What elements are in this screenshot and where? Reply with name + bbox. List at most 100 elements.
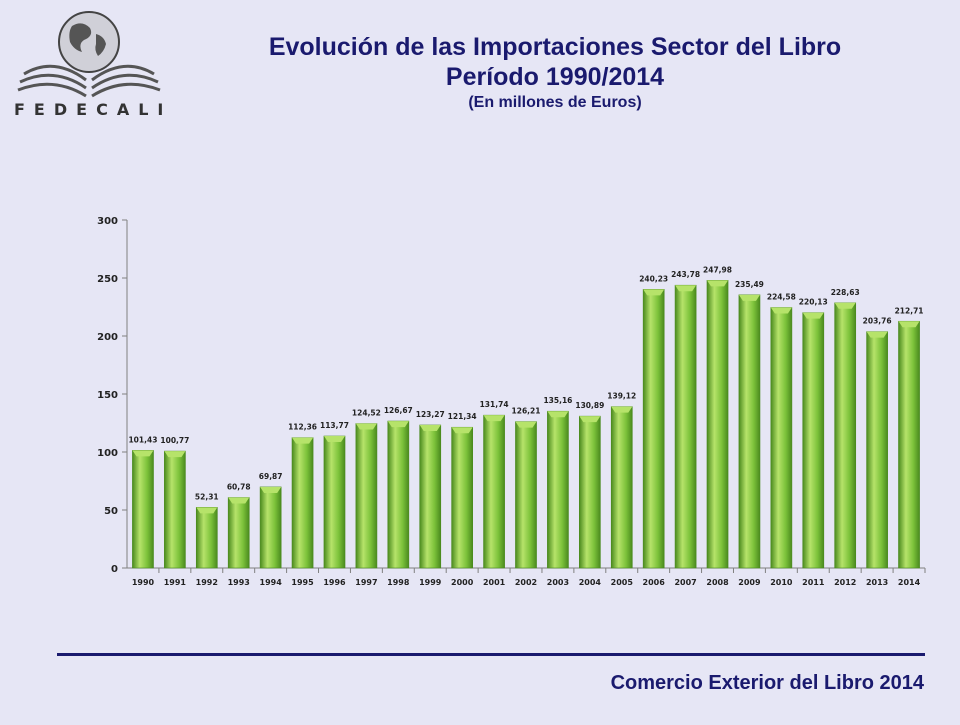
bar-data-label: 203,76: [863, 317, 892, 326]
bar-bevel: [164, 451, 186, 458]
bar-data-label: 123,27: [416, 410, 445, 419]
bar-bevel: [196, 507, 218, 514]
bar-data-label: 243,78: [671, 270, 700, 279]
bar-bevel: [483, 415, 505, 422]
x-tick-label: 2000: [451, 578, 474, 587]
x-tick-label: 1990: [132, 578, 155, 587]
bar-bevel: [675, 285, 697, 292]
bar: [674, 284, 697, 569]
x-tick-label: 2001: [483, 578, 506, 587]
bar-data-label: 121,34: [448, 412, 477, 421]
bar-bevel: [323, 436, 346, 443]
bar: [706, 280, 729, 569]
bar: [610, 406, 633, 569]
x-tick-label: 2005: [611, 578, 634, 587]
bar-data-label: 139,12: [607, 392, 636, 401]
bar-bevel: [355, 423, 377, 430]
bar: [259, 486, 282, 569]
bar-data-label: 228,63: [831, 288, 860, 297]
bar: [547, 410, 569, 569]
bar: [164, 450, 186, 569]
bar-bevel: [706, 280, 729, 287]
bar-bevel: [292, 437, 314, 444]
bar-data-label: 113,77: [320, 421, 349, 430]
bar-data-label: 60,78: [227, 482, 251, 491]
bar-bevel: [228, 497, 250, 504]
x-tick-label: 2014: [898, 578, 921, 587]
bar: [802, 312, 825, 569]
y-tick-label: 300: [97, 216, 118, 227]
bar-data-label: 126,67: [384, 406, 413, 415]
bar-bevel: [611, 406, 633, 413]
bar: [323, 435, 346, 569]
bar-data-label: 126,21: [512, 407, 541, 416]
bar-data-label: 235,49: [735, 280, 764, 289]
x-tick-label: 1993: [228, 578, 250, 587]
bar-bevel: [547, 411, 569, 418]
x-tick-label: 1994: [260, 578, 283, 587]
bar-data-label: 124,52: [352, 409, 381, 418]
bar: [483, 414, 505, 569]
x-tick-label: 1998: [387, 578, 410, 587]
bar: [419, 424, 442, 569]
bar: [898, 320, 920, 569]
logo-text: FEDECALI: [14, 100, 173, 119]
x-tick-label: 1995: [291, 578, 314, 587]
x-tick-label: 2003: [547, 578, 569, 587]
bar-data-label: 224,58: [767, 292, 796, 301]
bar-data-label: 69,87: [259, 472, 283, 481]
chart-subtitle: (En millones de Euros): [468, 94, 642, 111]
bar: [866, 331, 888, 569]
bar-data-label: 131,74: [480, 400, 509, 409]
bar-data-label: 212,71: [895, 306, 924, 315]
bar-bevel: [132, 450, 154, 457]
bar: [195, 507, 218, 569]
footer-divider: [57, 653, 925, 656]
footer-text: Comercio Exterior del Libro 2014: [610, 672, 924, 694]
bar: [515, 421, 537, 569]
bar: [642, 289, 665, 569]
globe-book-icon: [17, 11, 161, 98]
bar-bevel: [419, 425, 441, 432]
y-tick-label: 0: [111, 564, 118, 575]
x-tick-label: 1996: [323, 578, 346, 587]
x-tick-label: 2011: [802, 578, 825, 587]
y-tick-label: 50: [104, 506, 118, 517]
bar: [738, 294, 761, 569]
bar: [355, 423, 378, 569]
bar-data-label: 100,77: [160, 436, 189, 445]
bar-data-label: 101,43: [128, 435, 157, 444]
bar-bevel: [898, 321, 920, 328]
x-tick-label: 1991: [164, 578, 187, 587]
bar-data-label: 52,31: [195, 492, 219, 501]
x-tick-label: 2012: [834, 578, 856, 587]
bar: [579, 415, 601, 569]
bar-data-label: 112,36: [288, 423, 317, 432]
y-tick-label: 100: [97, 448, 118, 459]
bar-bevel: [834, 302, 856, 309]
bar-bevel: [770, 307, 792, 314]
x-tick-label: 2008: [706, 578, 729, 587]
x-tick-label: 1999: [419, 578, 442, 587]
x-tick-label: 2006: [643, 578, 666, 587]
x-tick-label: 2009: [738, 578, 761, 587]
x-tick-label: 1992: [196, 578, 218, 587]
bar-bevel: [579, 416, 601, 423]
y-tick-label: 150: [97, 390, 118, 401]
x-tick-label: 1997: [355, 578, 377, 587]
x-tick-label: 2007: [674, 578, 696, 587]
bar: [132, 450, 154, 569]
bar: [770, 307, 793, 569]
bar: [227, 497, 250, 569]
chart-title: Evolución de las Importaciones Sector de…: [268, 33, 842, 61]
bar: [451, 426, 473, 569]
bar-bevel: [643, 289, 665, 296]
fedecali-logo: FEDECALI: [14, 4, 164, 122]
bar-bevel: [260, 486, 282, 493]
bar: [387, 420, 410, 569]
bar-bevel: [738, 294, 760, 301]
bar: [291, 437, 314, 569]
title-block: Evolución de las Importaciones Sector de…: [200, 32, 910, 114]
y-tick-label: 250: [97, 274, 118, 285]
